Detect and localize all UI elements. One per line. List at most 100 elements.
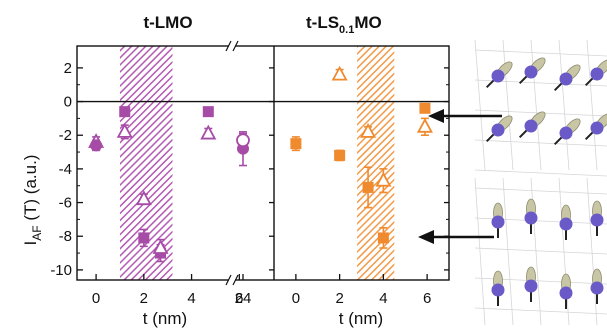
left-series1-point-4 (200, 124, 217, 140)
y-tick-label: -6 (59, 195, 72, 212)
right-panel-title: t-LS0.1MO (306, 13, 382, 36)
right-x-tick-label: 0 (292, 290, 300, 307)
axis-break-mark (225, 274, 232, 286)
lattice-line (474, 307, 607, 315)
left-x-tick-label: 2 (140, 290, 148, 307)
lattice-line (474, 169, 607, 177)
lattice-line (558, 39, 570, 171)
axis-break-mark (225, 40, 232, 52)
left-x-tick-label: 4 (187, 290, 195, 307)
left-panel (77, 46, 274, 280)
atom-sphere (559, 126, 573, 140)
right-series0-point-4 (419, 102, 431, 114)
right-shaded-band (357, 46, 395, 280)
right-series1-point-0 (331, 65, 348, 81)
open-circle-marker (236, 133, 250, 148)
canted-spin (485, 115, 513, 143)
atom-sphere (524, 211, 538, 225)
right-series0-point-3 (377, 227, 389, 249)
canted-spin (553, 64, 581, 92)
y-tick-label: -10 (50, 262, 72, 279)
square-marker (138, 232, 150, 244)
left-series0-point-1 (138, 228, 150, 248)
right-series0-point-1 (334, 149, 346, 162)
axis-break-gap (229, 41, 235, 51)
right-series0-point-0 (290, 136, 302, 152)
lattice-line (474, 247, 607, 255)
lattice-line (502, 39, 514, 171)
right-series0-point-2 (362, 166, 374, 209)
square-marker (419, 102, 431, 114)
vertical-spin (590, 200, 604, 236)
right-series1-point-1 (360, 122, 377, 138)
right-panel (274, 46, 449, 280)
atom-sphere (524, 65, 538, 79)
square-marker (202, 106, 214, 118)
triangle-marker (416, 117, 433, 133)
arrow-upper (428, 109, 502, 123)
canted-spin (485, 61, 513, 89)
lattice-line (474, 177, 486, 326)
left-series0-point-3 (202, 106, 214, 118)
lattice-line (474, 187, 607, 195)
lattice-line (558, 177, 570, 326)
right-x-tick-label: 2 (335, 290, 343, 307)
canted-spin (584, 113, 607, 141)
left-x-tick-label: 0 (92, 290, 100, 307)
atom-sphere (590, 281, 604, 295)
atom-sphere (491, 283, 505, 297)
lattice-line (474, 49, 607, 57)
axis-break-mark (232, 274, 239, 286)
atom-sphere (559, 286, 573, 300)
square-marker (377, 232, 389, 244)
right-series1-point-2 (375, 168, 392, 194)
triangle-marker (200, 124, 217, 140)
atom-sphere (491, 69, 505, 83)
y-axis-label: IAF (T) (a.u.) (21, 155, 44, 246)
left-series1-point-1 (116, 122, 133, 140)
square-marker (362, 181, 374, 193)
atom-sphere (590, 121, 604, 135)
lattice-line (502, 177, 514, 326)
left-x-tick-label: 6 (235, 290, 243, 307)
left-series0-point-0 (119, 106, 131, 118)
right-x-axis-label: t (nm) (339, 309, 383, 328)
left-shaded-band (119, 46, 173, 280)
y-tick-label: 2 (64, 60, 72, 77)
lattice-line (586, 177, 598, 326)
right-x-tick-label: 6 (423, 290, 431, 307)
atom-sphere (524, 279, 538, 293)
vertical-spin (590, 268, 604, 304)
atom-sphere (559, 217, 573, 231)
lattice-line (474, 39, 486, 171)
left-series3-point-0 (236, 132, 250, 148)
arrow-lower (418, 230, 494, 244)
atom-sphere (559, 72, 573, 86)
y-tick-label: 0 (64, 94, 72, 111)
atom-sphere (491, 215, 505, 229)
vertical-spin (524, 198, 538, 234)
left-x-tick-label: 24 (235, 290, 252, 307)
y-tick-label: -2 (59, 127, 72, 144)
square-marker (290, 138, 302, 150)
atom-sphere (590, 213, 604, 227)
axis-break-gap (229, 275, 235, 285)
y-tick-label: -8 (59, 228, 72, 245)
atom-sphere (491, 123, 505, 137)
left-x-axis-label: t (nm) (143, 309, 187, 328)
circle-marker (90, 139, 103, 152)
canted-spin (518, 57, 546, 85)
triangle-marker (116, 122, 133, 138)
canted-spin (584, 59, 607, 87)
vertical-spin (491, 270, 505, 306)
vertical-spin (559, 204, 573, 240)
square-marker (334, 149, 346, 161)
lattice-line (474, 139, 607, 147)
lattice-line (530, 39, 542, 171)
canted-spin (518, 111, 546, 139)
triangle-marker (331, 65, 348, 81)
triangle-marker (360, 122, 377, 138)
plot-frame (76, 45, 450, 281)
left-series1-point-3 (152, 238, 169, 258)
left-series2-point-0 (90, 139, 103, 152)
